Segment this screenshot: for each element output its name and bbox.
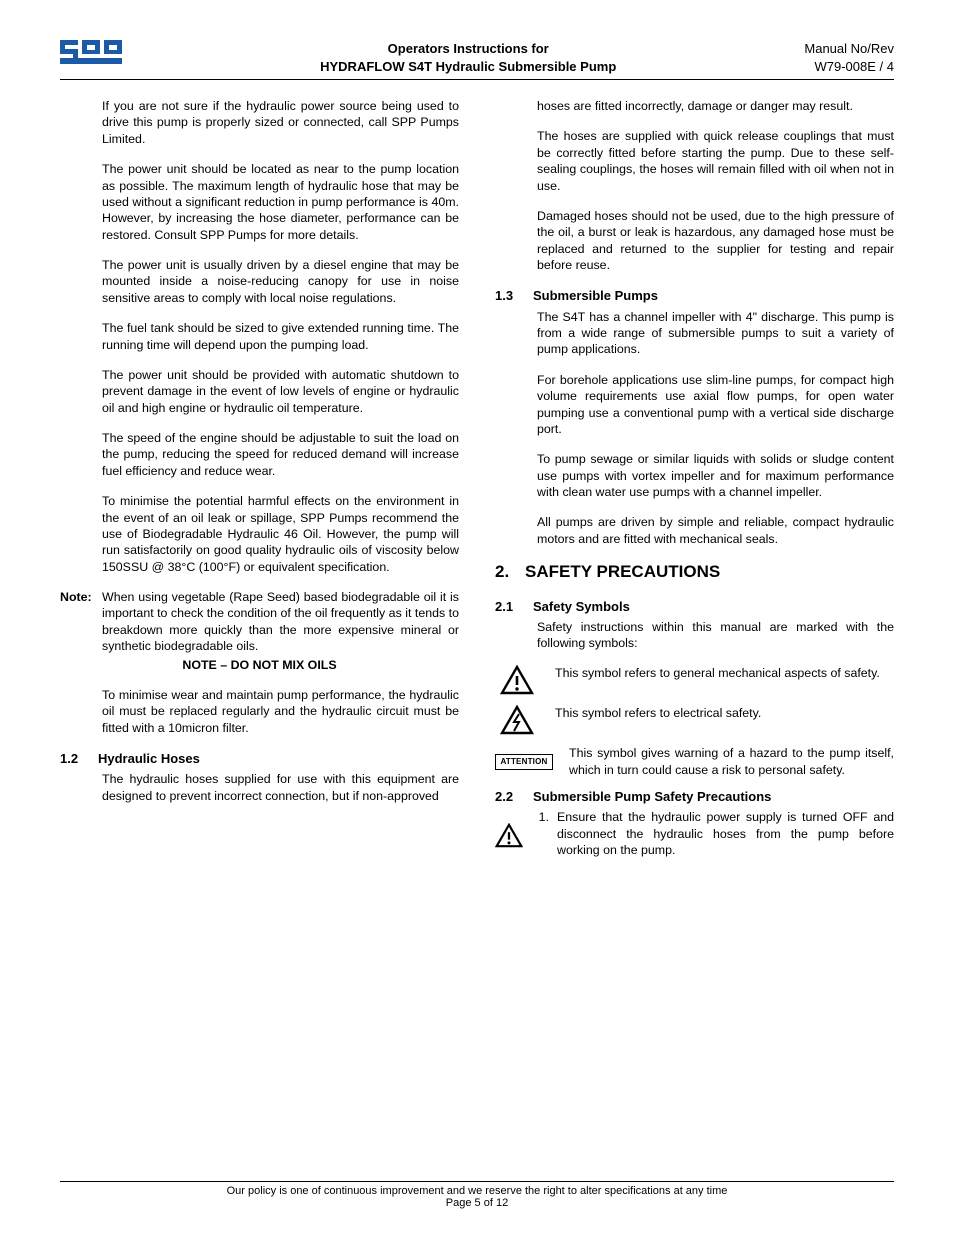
right-column: hoses are fitted incorrectly, damage or … — [495, 98, 894, 858]
attention-label: ATTENTION — [495, 754, 553, 771]
note-label: Note: — [60, 589, 102, 655]
heading-number: 1.2 — [60, 750, 88, 767]
footer-policy: Our policy is one of continuous improvem… — [60, 1185, 894, 1197]
paragraph: The hydraulic hoses supplied for use wit… — [60, 771, 459, 804]
heading-1-2: 1.2 Hydraulic Hoses — [60, 750, 459, 767]
heading-1-3: 1.3 Submersible Pumps — [495, 287, 894, 304]
heading-number: 2.1 — [495, 598, 523, 615]
paragraph: For borehole applications use slim-line … — [495, 372, 894, 438]
left-column: If you are not sure if the hydraulic pow… — [60, 98, 459, 858]
safety-symbol-text: This symbol gives warning of a hazard to… — [569, 745, 894, 778]
heading-text: Safety Symbols — [533, 598, 630, 615]
electrical-triangle-icon — [495, 705, 539, 735]
paragraph: To minimise the potential harmful effect… — [60, 493, 459, 575]
numbered-list-item: 1. Ensure that the hydraulic power suppl… — [533, 809, 894, 858]
heading-text: Submersible Pump Safety Precautions — [533, 788, 771, 805]
page-header: Operators Instructions for HYDRAFLOW S4T… — [60, 40, 894, 80]
paragraph: The hoses are supplied with quick releas… — [495, 128, 894, 194]
header-meta: Manual No/Rev W79-008E / 4 — [804, 40, 894, 75]
paragraph: To pump sewage or similar liquids with s… — [495, 451, 894, 500]
warning-triangle-icon — [495, 823, 523, 848]
precaution-item-1: 1. Ensure that the hydraulic power suppl… — [495, 809, 894, 858]
content-columns: If you are not sure if the hydraulic pow… — [60, 98, 894, 858]
header-title-line1: Operators Instructions for — [140, 40, 796, 58]
heading-2-1: 2.1 Safety Symbols — [495, 598, 894, 615]
paragraph: The S4T has a channel impeller with 4" d… — [495, 309, 894, 358]
list-number: 1. — [533, 809, 549, 858]
heading-number: 2.2 — [495, 788, 523, 805]
safety-symbol-text: This symbol refers to general mechanical… — [555, 665, 894, 681]
note-body: When using vegetable (Rape Seed) based b… — [102, 589, 459, 655]
paragraph: The speed of the engine should be adjust… — [60, 430, 459, 479]
manual-no-label: Manual No/Rev — [804, 40, 894, 58]
paragraph: The power unit should be provided with a… — [60, 367, 459, 416]
paragraph: To minimise wear and maintain pump perfo… — [60, 687, 459, 736]
heading-text: Hydraulic Hoses — [98, 750, 200, 767]
heading-text: Submersible Pumps — [533, 287, 658, 304]
safety-symbol-attention: ATTENTION This symbol gives warning of a… — [495, 745, 894, 778]
safety-symbol-general: This symbol refers to general mechanical… — [495, 665, 894, 695]
note-do-not-mix: NOTE – DO NOT MIX OILS — [60, 657, 459, 673]
heading-2-2: 2.2 Submersible Pump Safety Precautions — [495, 788, 894, 805]
manual-no-value: W79-008E / 4 — [804, 58, 894, 76]
heading-number: 2. — [495, 561, 513, 583]
safety-symbol-text: This symbol refers to electrical safety. — [555, 705, 894, 721]
heading-text: SAFETY PRECAUTIONS — [525, 561, 720, 583]
safety-symbol-electrical: This symbol refers to electrical safety. — [495, 705, 894, 735]
attention-box-icon: ATTENTION — [495, 754, 553, 771]
paragraph: hoses are fitted incorrectly, damage or … — [495, 98, 894, 114]
note-block: Note: When using vegetable (Rape Seed) b… — [60, 589, 459, 655]
paragraph: If you are not sure if the hydraulic pow… — [60, 98, 459, 147]
heading-number: 1.3 — [495, 287, 523, 304]
page: Operators Instructions for HYDRAFLOW S4T… — [0, 0, 954, 889]
warning-triangle-icon — [495, 665, 539, 695]
header-title: Operators Instructions for HYDRAFLOW S4T… — [140, 40, 796, 75]
list-body: Ensure that the hydraulic power supply i… — [557, 809, 894, 858]
paragraph: Safety instructions within this manual a… — [495, 619, 894, 652]
footer-page-number: Page 5 of 12 — [60, 1197, 894, 1209]
paragraph: Damaged hoses should not be used, due to… — [495, 208, 894, 274]
paragraph: The power unit is usually driven by a di… — [60, 257, 459, 306]
paragraph: The power unit should be located as near… — [60, 161, 459, 243]
heading-2: 2. SAFETY PRECAUTIONS — [495, 561, 894, 583]
paragraph: All pumps are driven by simple and relia… — [495, 514, 894, 547]
page-footer: Our policy is one of continuous improvem… — [60, 1181, 894, 1209]
spp-logo — [60, 40, 132, 68]
header-title-line2: HYDRAFLOW S4T Hydraulic Submersible Pump — [140, 58, 796, 76]
paragraph: The fuel tank should be sized to give ex… — [60, 320, 459, 353]
